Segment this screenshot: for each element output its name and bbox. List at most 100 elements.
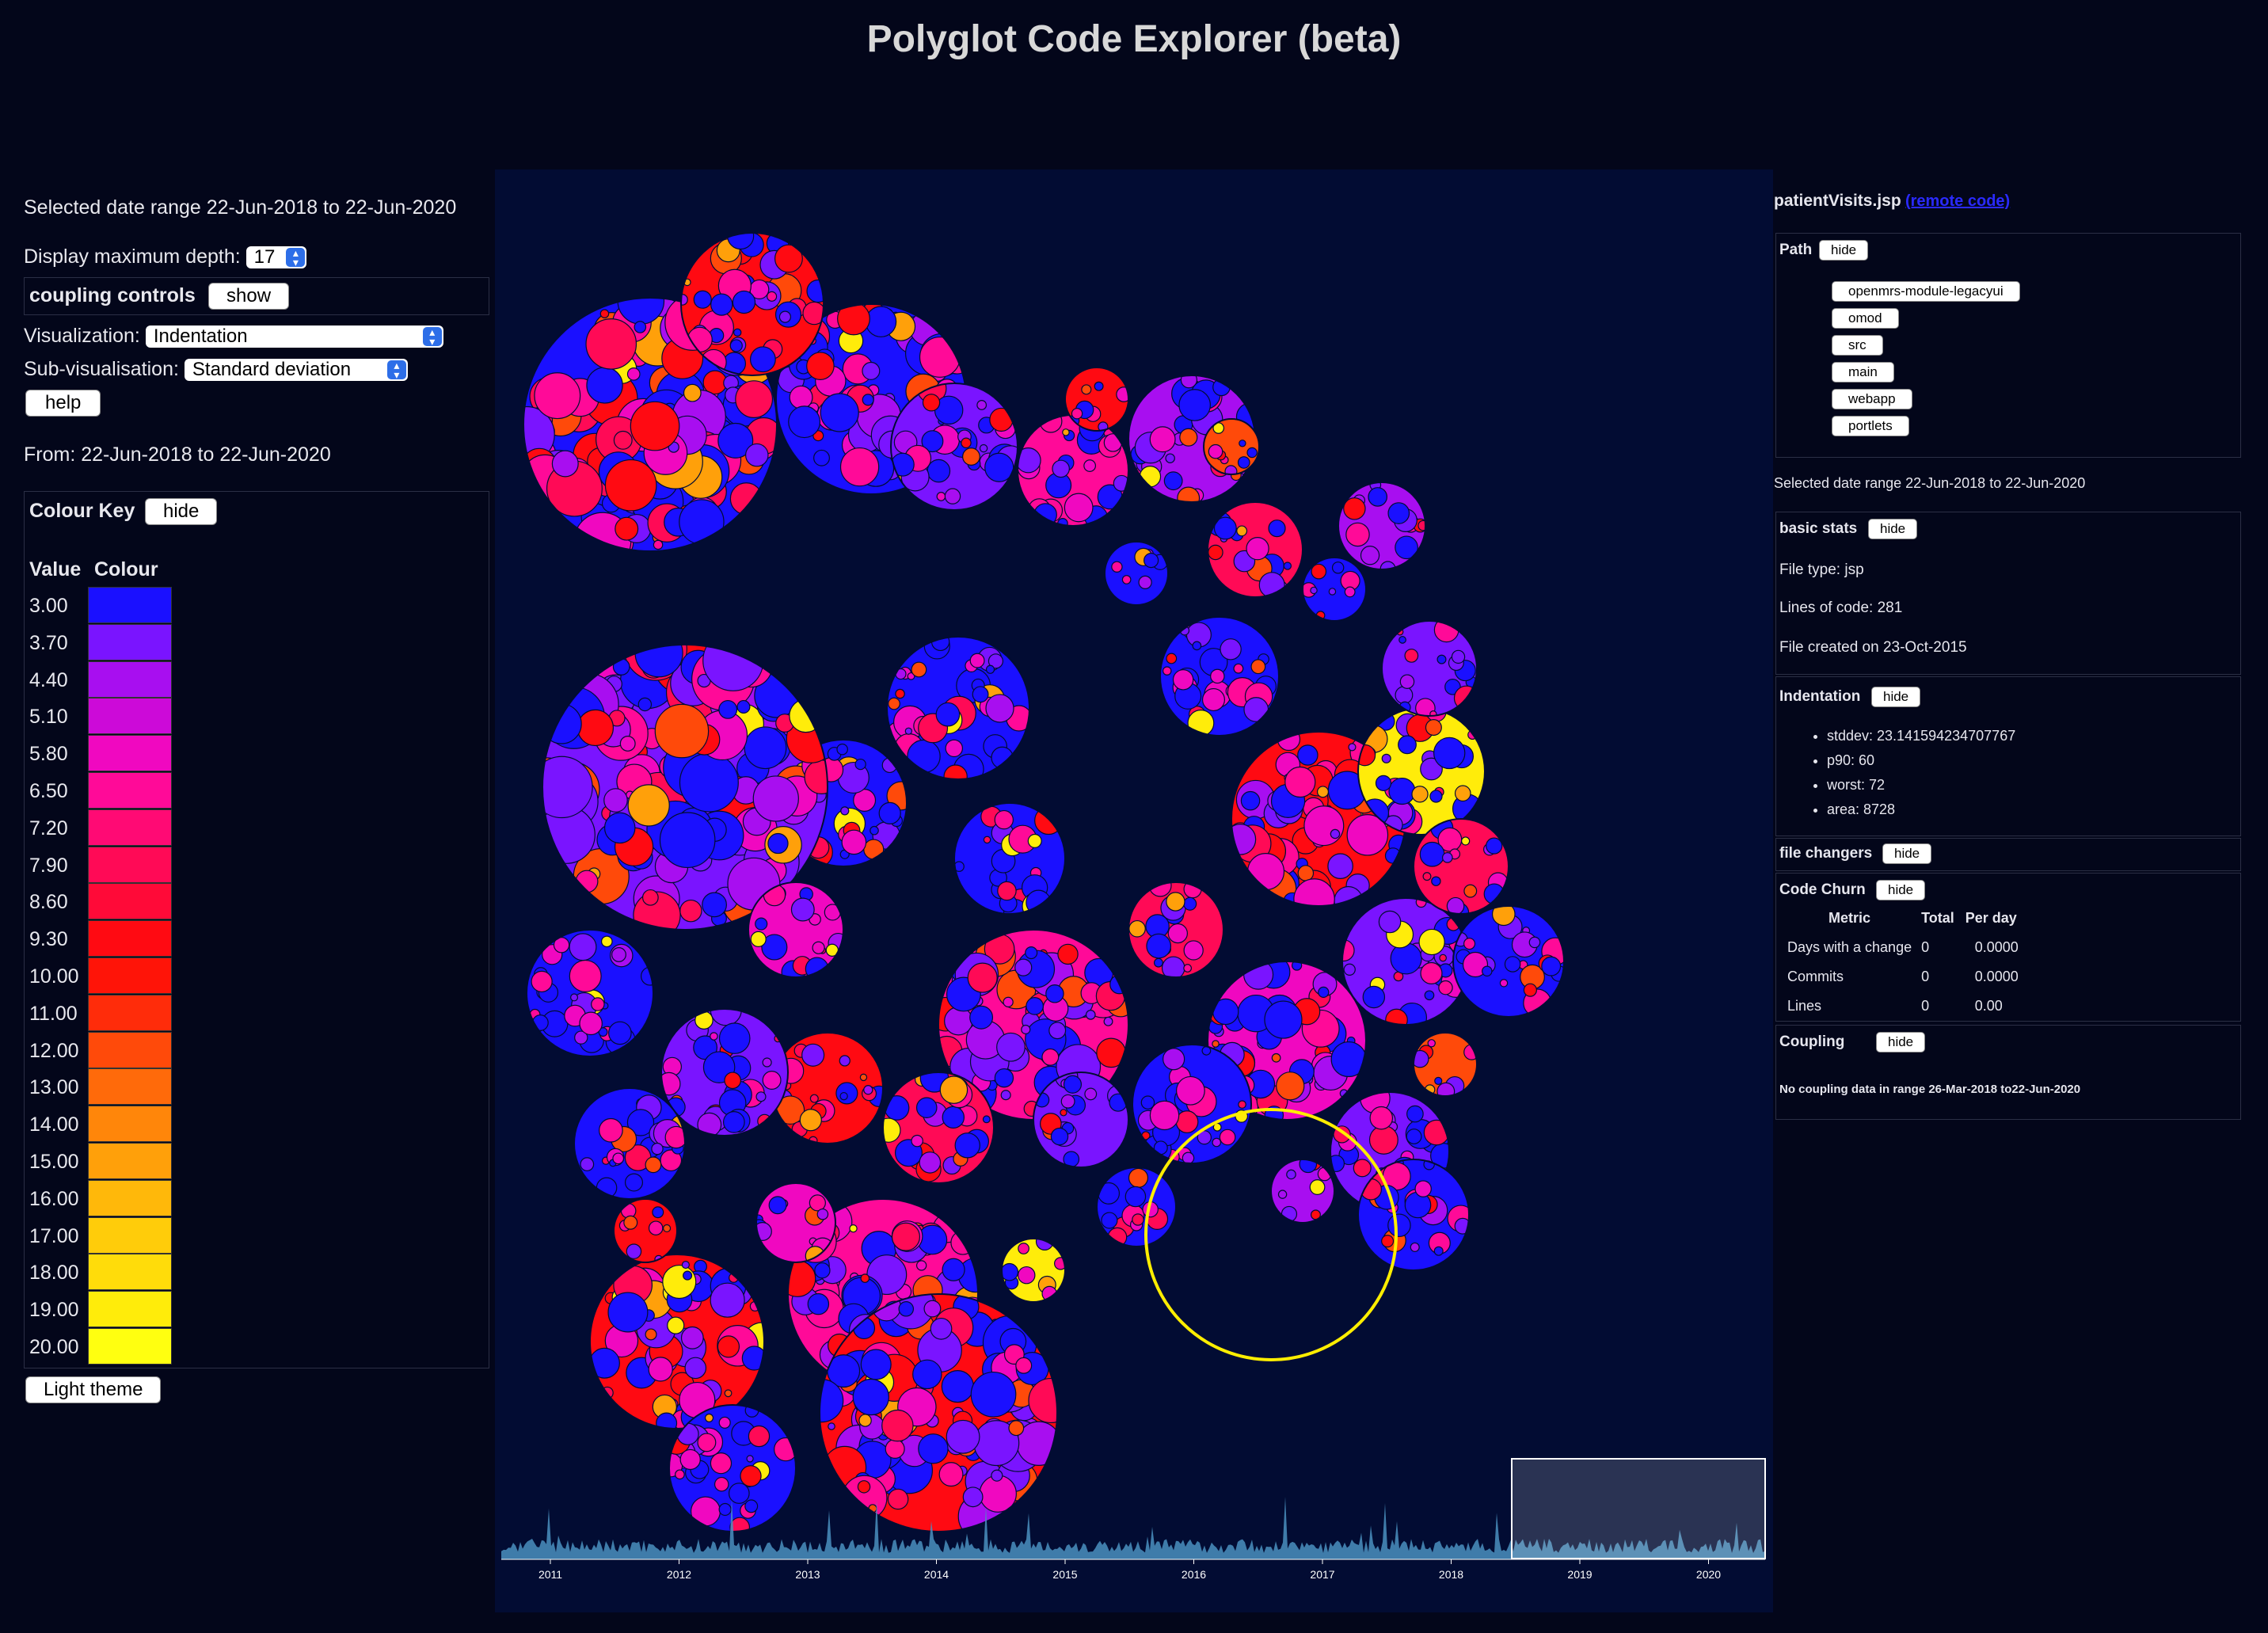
code-bubble[interactable] (801, 1282, 1073, 1540)
code-bubble[interactable] (1104, 541, 1169, 606)
code-bubble[interactable] (1338, 480, 1428, 577)
code-bubble[interactable] (658, 995, 789, 1139)
timeline-year-label: 2012 (667, 1568, 691, 1581)
churn-header-perday: Per day (1965, 910, 2017, 926)
basic-stats-hide-button[interactable]: hide (1868, 519, 1918, 539)
file-type: File type: jsp (1779, 561, 1864, 578)
code-bubble[interactable] (1001, 1233, 1067, 1303)
code-bubble[interactable] (1207, 501, 1303, 600)
file-changers-hide-button[interactable]: hide (1882, 843, 1932, 864)
code-bubble[interactable] (885, 633, 1032, 788)
code-bubble[interactable] (589, 1254, 782, 1433)
code-bubble[interactable] (1333, 897, 1474, 1032)
code-bubble[interactable] (877, 1064, 995, 1184)
path-item: webapp (1832, 389, 1912, 409)
coupling-hide-button[interactable]: hide (1876, 1032, 1926, 1053)
coupling-show-button[interactable]: show (208, 283, 290, 310)
colour-key-hide-button[interactable]: hide (145, 498, 218, 525)
code-bubble[interactable] (1357, 1159, 1474, 1271)
code-bubble[interactable] (1159, 616, 1280, 737)
timeline-year-label: 2015 (1052, 1568, 1077, 1581)
select-arrows-icon: ▴ ▾ (286, 247, 306, 268)
indentation-hide-button[interactable]: hide (1871, 687, 1921, 707)
select-arrows-icon: ▴ ▾ (386, 360, 406, 380)
table-row: Commits 0 0.0000 (1783, 962, 2023, 992)
subvis-value: Standard deviation (192, 359, 352, 381)
code-bubble[interactable] (1033, 1066, 1129, 1168)
code-bubble[interactable] (613, 1198, 678, 1263)
legend-swatch (88, 623, 172, 660)
path-label: Path (1779, 242, 1813, 258)
voronoi-visualization[interactable]: 2011 2012 2013 2014 2015 2016 2017 2018 2019 2020 (495, 169, 1773, 1612)
code-bubble[interactable] (1270, 1152, 1335, 1224)
legend-swatch (88, 883, 172, 920)
legend-value: 8.60 (29, 891, 68, 914)
coupling-text: No coupling data in range 26-Mar-2018 to… (1779, 1083, 2081, 1096)
remote-code-link[interactable]: (remote code) (1905, 192, 2011, 210)
path-item: portlets (1832, 416, 1909, 436)
file-created: File created on 23-Oct-2015 (1779, 639, 1967, 656)
visualization-label: Visualization: (24, 325, 140, 347)
code-bubble[interactable] (573, 1087, 691, 1200)
churn-header-row: Metric Total Per day (1783, 904, 2023, 933)
code-bubble[interactable] (1203, 418, 1260, 478)
code-bubble[interactable] (1016, 410, 1129, 529)
path-crumb-button[interactable]: main (1832, 362, 1894, 383)
code-bubble[interactable] (1301, 557, 1367, 622)
code-bubble[interactable] (1064, 367, 1131, 432)
legend-swatch (88, 920, 172, 957)
help-button[interactable]: help (25, 390, 101, 417)
legend-colour-header: Colour (94, 558, 158, 580)
timeline-chart[interactable]: 2011 2012 2013 2014 2015 2016 2017 2018 2019 2020 (501, 1458, 1766, 1581)
code-bubble[interactable] (1413, 817, 1509, 923)
code-bubble[interactable] (1128, 874, 1224, 979)
indentation-stat: area: 8728 (1827, 801, 2015, 826)
timeline-brush-selection[interactable] (1511, 1458, 1766, 1559)
code-bubble[interactable] (751, 1182, 836, 1266)
code-bubble[interactable] (748, 881, 848, 984)
legend-value: 7.90 (29, 854, 68, 877)
right-date-range: Selected date range 22-Jun-2018 to 22-Ju… (1774, 475, 2086, 491)
depth-select[interactable]: 17 ▴ ▾ (245, 246, 307, 269)
timeline-year-label: 2020 (1696, 1568, 1721, 1581)
colour-key-panel: Colour Key hide Value Colour 3.00 3.70 4.4… (24, 491, 489, 1368)
code-bubble[interactable] (523, 618, 838, 938)
code-bubble[interactable] (659, 1404, 797, 1537)
legend-value: 16.00 (29, 1187, 79, 1210)
legend-swatch (88, 1068, 172, 1106)
path-hide-button[interactable]: hide (1819, 240, 1869, 261)
path-crumb-button[interactable]: src (1832, 335, 1883, 356)
code-bubble[interactable] (1412, 1032, 1479, 1100)
timeline-year-label: 2019 (1567, 1568, 1592, 1581)
legend-value: 13.00 (29, 1076, 79, 1099)
legend-swatch (88, 1328, 172, 1365)
subvis-select[interactable]: Standard deviation ▴ ▾ (184, 359, 408, 382)
file-name: patientVisits.jsp (1774, 192, 1901, 210)
path-crumb-button[interactable]: omod (1832, 308, 1899, 329)
code-bubble[interactable] (1132, 1044, 1252, 1165)
code-bubble[interactable] (526, 929, 659, 1057)
code-bubble[interactable] (1452, 903, 1569, 1018)
legend-value-header: Value (29, 558, 82, 580)
code-bubble[interactable] (953, 802, 1066, 923)
light-theme-button[interactable]: Light theme (25, 1376, 162, 1403)
code-bubble[interactable] (768, 1032, 890, 1145)
code-bubble[interactable] (887, 374, 1025, 511)
code-bubble[interactable] (1207, 956, 1367, 1125)
path-crumb-button[interactable]: openmrs-module-legacyui (1832, 281, 2020, 302)
code-bubble[interactable] (1381, 618, 1478, 718)
churn-header-total: Total (1921, 910, 1954, 926)
voronoi-canvas[interactable]: 2011 2012 2013 2014 2015 2016 2017 2018 2019 2020 (495, 169, 1773, 1612)
code-bubble[interactable] (1096, 1167, 1177, 1247)
timeline-year-label: 2014 (924, 1568, 949, 1581)
coupling-controls-label: coupling controls (29, 284, 196, 306)
path-crumb-button[interactable]: portlets (1832, 416, 1909, 436)
code-bubble[interactable] (677, 223, 829, 376)
path-crumb-button[interactable]: webapp (1832, 389, 1912, 409)
coupling-controls-panel: coupling controls show (24, 277, 489, 315)
code-churn-hide-button[interactable]: hide (1876, 880, 1926, 900)
timeline-year-label: 2013 (795, 1568, 820, 1581)
visualization-select[interactable]: Indentation ▴ ▾ (145, 325, 443, 348)
legend-value: 17.00 (29, 1224, 79, 1247)
churn-cell: 0 (1921, 998, 1930, 1014)
